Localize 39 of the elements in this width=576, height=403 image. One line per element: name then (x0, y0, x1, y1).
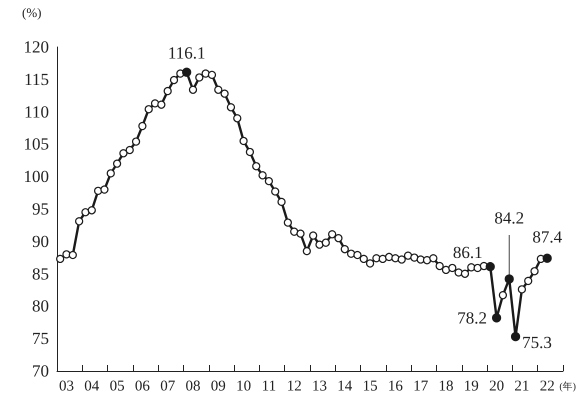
x-tick-label: 09 (210, 378, 226, 394)
y-tick-label: 85 (32, 264, 49, 284)
y-tick-label: 105 (24, 134, 49, 154)
y-axis-title: (%) (22, 5, 42, 20)
y-tick-label: 120 (24, 38, 49, 56)
y-tick-label: 80 (32, 296, 49, 316)
data-label: 78.2 (457, 308, 487, 328)
x-tick-label: 14 (337, 378, 353, 394)
data-label: 87.4 (532, 228, 563, 247)
x-tick-label: 20 (489, 378, 504, 394)
x-tick-label: 04 (84, 378, 100, 394)
x-tick-label: 22 (540, 378, 555, 394)
x-tick-label: 11 (262, 378, 276, 394)
x-axis-title: (年) (559, 380, 576, 392)
x-tick-label: 13 (312, 378, 327, 394)
x-tick-label: 12 (286, 378, 302, 394)
data-label: 86.1 (452, 243, 483, 262)
x-tick-label: 06 (134, 378, 150, 394)
data-label: 116.1 (168, 44, 206, 63)
y-tick-label: 90 (32, 232, 49, 251)
x-tick-label: 17 (413, 378, 429, 394)
y-tick-label: 115 (24, 70, 49, 89)
x-tick-label: 21 (514, 378, 530, 394)
x-tick-label: 07 (160, 378, 176, 394)
x-tick-label: 05 (110, 378, 125, 394)
y-tick-label: 100 (24, 167, 49, 186)
x-tick-label: 19 (464, 378, 479, 394)
x-tick-label: 08 (185, 378, 200, 394)
y-tick-label: 70 (32, 362, 49, 380)
x-tick-label: 03 (58, 378, 74, 394)
y-tick-label: 110 (24, 102, 49, 122)
x-tick-label: 10 (236, 378, 252, 394)
data-label: 84.2 (494, 208, 524, 228)
x-tick-label: 18 (438, 378, 454, 394)
data-label: 75.3 (522, 333, 552, 352)
y-tick-label: 75 (32, 329, 49, 348)
y-tick-label: 95 (32, 200, 49, 218)
x-tick-label: 16 (388, 378, 404, 394)
x-tick-label: 15 (362, 378, 378, 394)
